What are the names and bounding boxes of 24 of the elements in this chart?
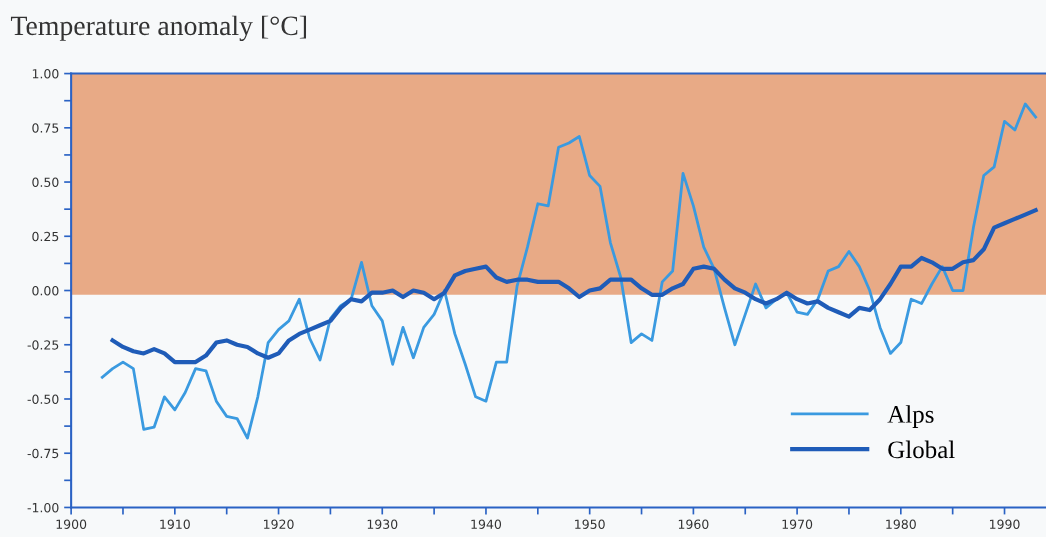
- x-tick-label: 1950: [575, 519, 605, 529]
- x-tick-label: 1960: [678, 519, 709, 529]
- y-tick-label: -0.50: [27, 394, 59, 404]
- y-tick-label: 0.75: [32, 123, 59, 133]
- x-tick-label: 1910: [160, 519, 190, 529]
- y-tick-label: 0.25: [32, 231, 59, 242]
- y-tick-label: 0.50: [32, 177, 59, 187]
- y-tick-label: -0.75: [27, 448, 59, 459]
- x-tick-label: 1940: [471, 519, 502, 529]
- x-tick-label: 1990: [989, 519, 1020, 529]
- x-tick-label: 1930: [367, 519, 398, 529]
- legend-label: Alps: [887, 405, 934, 428]
- chart-title: Temperature anomaly [°C]: [10, 15, 307, 41]
- x-tick-label: 1970: [782, 519, 813, 529]
- y-tick-label: -0.25: [27, 340, 59, 350]
- legend-label: Global: [888, 440, 955, 459]
- y-tick-label: 1.00: [32, 69, 59, 79]
- x-tick-label: 1980: [886, 519, 916, 529]
- y-tick-label: 0.00: [32, 285, 59, 296]
- line-series: [100, 102, 1038, 440]
- x-tick-label: 1920: [264, 519, 294, 529]
- x-tick-label: 1900: [56, 519, 87, 529]
- y-tick-label: -1.00: [27, 502, 59, 513]
- line-series: [110, 208, 1038, 365]
